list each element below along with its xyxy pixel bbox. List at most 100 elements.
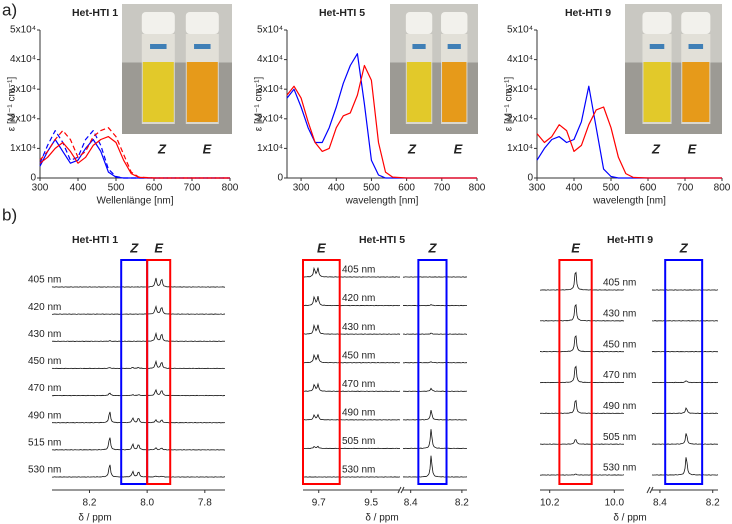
y-tick-label: 1x10⁴ xyxy=(10,143,36,154)
vial-cap xyxy=(141,12,175,34)
vial-cap xyxy=(642,12,672,34)
nmr-trace xyxy=(539,433,719,445)
nmr-trace xyxy=(51,464,226,478)
trace-label: 530 nm xyxy=(603,463,636,474)
y-tick-label: 3x10⁴ xyxy=(257,84,283,95)
x-tick-label: 10.2 xyxy=(540,498,560,509)
y-tick-label: 4x10⁴ xyxy=(257,54,283,65)
y-tick-label: 5x10⁴ xyxy=(507,25,533,36)
trace-label: 405 nm xyxy=(28,275,61,286)
vial-cap xyxy=(185,12,219,34)
y-tick-label: 4x10⁴ xyxy=(507,54,533,65)
y-axis-label: ε [M⁻¹ cm⁻¹] xyxy=(7,77,18,132)
trace-label: 530 nm xyxy=(342,465,375,476)
nmr-trace xyxy=(51,359,226,370)
trace-label: 490 nm xyxy=(28,410,61,421)
x-tick-label: 8.4 xyxy=(404,498,418,509)
x-tick-label: 8.0 xyxy=(140,498,154,509)
region-label: Z xyxy=(129,240,139,255)
series-line xyxy=(39,138,230,179)
nmr-trace xyxy=(302,323,468,335)
highlight-box xyxy=(558,259,593,485)
y-tick-label: 5x10⁴ xyxy=(10,25,36,36)
nmr-trace xyxy=(51,277,226,288)
axis-break xyxy=(397,486,405,494)
vial-liquid xyxy=(643,62,671,122)
highlight-box xyxy=(664,259,704,485)
vial-liquid xyxy=(442,62,467,122)
x-axis-label: wavelength [nm] xyxy=(592,196,666,207)
vial-cap xyxy=(441,12,468,34)
x-tick-label: 400 xyxy=(328,183,345,194)
nmr-trace xyxy=(51,331,226,342)
panel-label: b) xyxy=(2,205,17,224)
trace-label: 505 nm xyxy=(603,432,636,443)
vial-tag xyxy=(412,44,426,49)
series-line xyxy=(536,106,722,179)
x-tick-label: 9.5 xyxy=(364,498,378,509)
panel-title: Het-HTI 9 xyxy=(607,234,653,246)
x-tick-label: 300 xyxy=(529,183,546,194)
trace-label: 490 nm xyxy=(603,401,636,412)
trace-label: 405 nm xyxy=(603,278,636,289)
trace-label: 430 nm xyxy=(28,329,61,340)
nmr-trace xyxy=(539,399,719,414)
x-tick-label: 800 xyxy=(469,183,486,194)
legend-label: Z xyxy=(407,141,417,156)
x-tick-label: 500 xyxy=(363,183,380,194)
highlight-box xyxy=(417,259,448,485)
y-tick-label: 2x10⁴ xyxy=(10,113,36,124)
nmr-trace xyxy=(302,429,468,450)
y-axis-label: ε [M⁻¹ cm⁻¹] xyxy=(254,77,265,132)
vial-tag xyxy=(194,44,211,49)
x-tick-label: 500 xyxy=(603,183,620,194)
nmr-trace xyxy=(539,457,719,476)
trace-label: 530 nm xyxy=(28,465,61,476)
trace-label: 420 nm xyxy=(342,293,375,304)
y-tick-label: 0 xyxy=(527,173,533,184)
vial-liquid xyxy=(142,62,174,122)
highlight-box xyxy=(120,259,149,485)
y-tick-label: 2x10⁴ xyxy=(507,113,533,124)
nmr-trace xyxy=(51,305,226,315)
series-line xyxy=(39,127,230,179)
x-tick-label: 700 xyxy=(184,183,201,194)
highlight-box xyxy=(146,259,172,485)
vial-liquid xyxy=(682,62,710,122)
y-tick-label: 1x10⁴ xyxy=(507,143,533,154)
vial-tag xyxy=(447,44,461,49)
y-tick-label: 1x10⁴ xyxy=(257,143,283,154)
region-label: E xyxy=(317,240,326,255)
x-tick-label: 600 xyxy=(146,183,163,194)
x-tick-label: 8.4 xyxy=(653,498,667,509)
region-label: E xyxy=(571,240,580,255)
y-tick-label: 3x10⁴ xyxy=(10,84,36,95)
y-tick-label: 0 xyxy=(30,173,36,184)
x-tick-label: 8.2 xyxy=(455,498,469,509)
y-tick-label: 2x10⁴ xyxy=(257,113,283,124)
x-tick-label: 700 xyxy=(677,183,694,194)
nmr-trace xyxy=(302,295,468,307)
highlight-box xyxy=(302,259,341,485)
x-tick-label: 300 xyxy=(32,183,49,194)
chart-title: Het-HTI 5 xyxy=(319,7,365,19)
x-axis-label: wavelength [nm] xyxy=(345,196,419,207)
chart-title: Het-HTI 9 xyxy=(565,7,611,19)
y-tick-label: 0 xyxy=(277,173,283,184)
x-axis-label: δ / ppm xyxy=(613,513,646,524)
nmr-trace xyxy=(539,303,719,322)
legend-label: Z xyxy=(651,141,661,156)
vial-liquid xyxy=(186,62,218,122)
y-axis-label: ε [M⁻¹ cm⁻¹] xyxy=(504,77,515,132)
legend-label: Z xyxy=(157,141,167,156)
x-axis-label: Wellenlänge [nm] xyxy=(96,196,173,207)
nmr-trace xyxy=(302,266,468,278)
nmr-trace xyxy=(51,411,226,424)
axis-break xyxy=(646,486,654,494)
trace-label: 450 nm xyxy=(28,356,61,367)
series-line xyxy=(286,64,477,179)
x-tick-label: 8.2 xyxy=(83,498,97,509)
trace-label: 470 nm xyxy=(342,379,375,390)
x-axis-label: δ / ppm xyxy=(78,513,111,524)
